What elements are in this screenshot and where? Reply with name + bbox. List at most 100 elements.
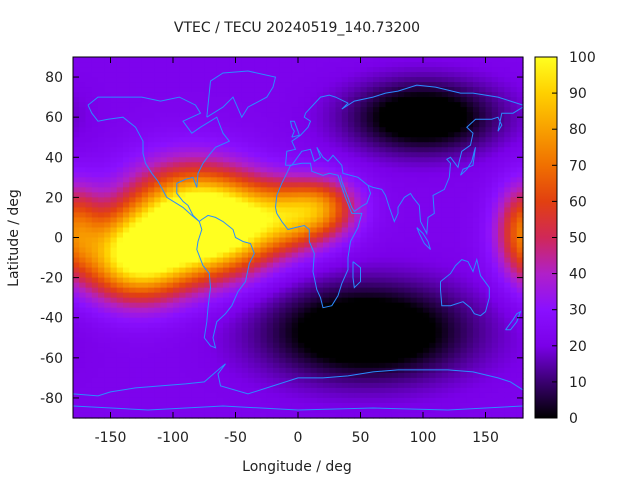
heatmap-cell [266,272,274,279]
heatmap-cell [141,57,149,63]
heatmap-cell [279,192,287,198]
heatmap-cell [441,392,449,399]
heatmap-cell [241,222,249,229]
heatmap-cell [91,347,99,354]
heatmap-cell [241,97,249,103]
heatmap-cell [129,242,137,249]
heatmap-cell [79,187,87,193]
heatmap-cell [185,237,193,244]
heatmap-cell [354,272,362,279]
heatmap-cell [498,92,505,98]
heatmap-cell [198,387,205,394]
heatmap-cell [266,392,274,399]
heatmap-cell [154,262,162,269]
heatmap-cell [479,117,487,123]
heatmap-cell [323,227,330,234]
heatmap-cell [148,307,155,314]
heatmap-cell [385,227,393,234]
heatmap-cell [104,312,112,319]
heatmap-cell [185,307,193,314]
heatmap-cell [310,382,318,389]
heatmap-cell [348,162,355,168]
heatmap-cell [460,357,468,364]
heatmap-cell [160,332,168,339]
heatmap-cell [479,87,487,93]
heatmap-cell [441,137,449,143]
heatmap-cell [391,397,399,404]
heatmap-cell [510,137,518,143]
heatmap-cell [298,187,305,193]
heatmap-cell [304,197,312,203]
heatmap-cell [266,192,274,198]
heatmap-cell [185,397,193,404]
heatmap-cell [110,332,118,339]
heatmap-cell [310,282,318,289]
heatmap-cell [366,172,374,178]
heatmap-cell [335,202,343,209]
heatmap-cell [516,212,524,219]
heatmap-cell [73,147,80,153]
heatmap-cell [404,327,412,334]
heatmap-cell [435,152,443,158]
heatmap-cell [391,202,399,209]
heatmap-cell [366,232,374,239]
heatmap-cell [141,167,149,173]
heatmap-cell [173,272,180,279]
heatmap-cell [516,222,524,229]
heatmap-cell [316,367,324,374]
heatmap-cell [154,107,162,113]
heatmap-cell [73,362,80,369]
heatmap-cell [204,97,212,103]
heatmap-cell [248,347,255,354]
heatmap-cell [279,397,287,404]
heatmap-cell [141,372,149,379]
heatmap-cell [185,132,193,138]
heatmap-cell [510,122,518,128]
heatmap-cell [173,402,180,409]
heatmap-cell [160,57,168,63]
heatmap-cell [329,142,337,148]
heatmap-cell [466,372,474,379]
heatmap-cell [235,197,243,203]
heatmap-cell [504,167,512,173]
heatmap-cell [160,142,168,148]
heatmap-cell [466,77,474,83]
heatmap-cell [335,347,343,354]
heatmap-cell [298,142,305,148]
heatmap-cell [354,337,362,344]
heatmap-cell [448,152,455,158]
heatmap-cell [379,272,387,279]
heatmap-cell [510,67,518,73]
heatmap-cell [279,362,287,369]
heatmap-cell [248,162,255,168]
heatmap-cell [291,97,299,103]
heatmap-cell [166,202,174,209]
heatmap-cell [179,202,187,209]
heatmap-cell [279,72,287,78]
heatmap-cell [91,112,99,118]
heatmap-cell [516,392,524,399]
heatmap-cell [241,272,249,279]
heatmap-cell [204,157,212,163]
heatmap-cell [104,147,112,153]
heatmap-cell [329,117,337,123]
heatmap-cell [266,202,274,209]
heatmap-cell [241,322,249,329]
heatmap-cell [204,182,212,188]
heatmap-cell [185,347,193,354]
heatmap-cell [160,67,168,73]
heatmap-cell [416,147,424,153]
heatmap-cell [85,192,93,198]
heatmap-cell [154,112,162,118]
heatmap-cell [248,352,255,359]
heatmap-cell [448,257,455,264]
heatmap-cell [248,67,255,73]
heatmap-cell [285,337,293,344]
heatmap-cell [85,242,93,249]
heatmap-cell [191,202,199,209]
heatmap-cell [323,127,330,133]
heatmap-cell [298,137,305,143]
heatmap-cell [273,372,280,379]
heatmap-cell [235,192,243,198]
heatmap-cell [104,152,112,158]
